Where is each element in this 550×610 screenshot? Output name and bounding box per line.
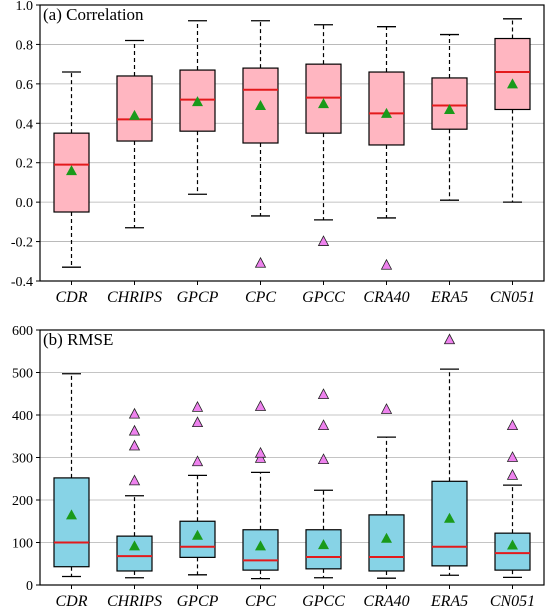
outlier-marker	[254, 400, 267, 411]
x-category-label: CRA40	[363, 289, 409, 306]
y-tick-label: 100	[12, 537, 33, 552]
iqr-box	[431, 77, 468, 130]
y-tick-label: 0.6	[16, 78, 34, 93]
box-era5	[431, 33, 468, 201]
mean-marker	[507, 78, 518, 89]
x-category-label: CPC	[245, 289, 276, 306]
y-tick-label: 300	[12, 452, 33, 467]
box-gpcp	[179, 400, 216, 576]
mean-marker	[318, 98, 329, 109]
mean-marker	[192, 96, 203, 107]
iqr-box	[116, 75, 153, 142]
outlier-marker	[128, 439, 141, 451]
iqr-box	[305, 529, 342, 570]
mean-marker	[255, 100, 266, 111]
y-tick-label: 0.2	[16, 157, 34, 172]
mean-marker	[318, 539, 329, 550]
y-tick-label: 1.0	[16, 0, 34, 14]
y-tick-label: 0.8	[16, 38, 34, 53]
mean-marker	[444, 512, 455, 523]
x-category-label: GPCC	[302, 593, 345, 610]
y-tick-label: 400	[12, 409, 33, 424]
mean-marker	[66, 165, 77, 176]
outlier-marker	[317, 419, 330, 431]
y-tick-label: 0.0	[16, 196, 34, 211]
box-cpc	[242, 20, 279, 268]
panel-title: (b) RMSE	[43, 330, 113, 349]
y-tick-label: 0	[26, 579, 33, 594]
y-tick-label: -0.4	[11, 275, 33, 290]
iqr-box	[494, 37, 531, 111]
iqr-box	[368, 514, 405, 572]
y-tick-label: 600	[12, 324, 33, 339]
box-cn051	[494, 419, 531, 578]
y-tick-label: 0.4	[16, 117, 34, 132]
axes-frame	[39, 4, 545, 282]
outlier-marker	[506, 419, 519, 431]
outlier-marker	[443, 333, 456, 345]
mean-marker	[255, 540, 266, 551]
y-tick-label: -0.2	[11, 236, 33, 251]
box-cdr	[53, 373, 90, 578]
x-category-label: GPCP	[177, 289, 219, 306]
mean-marker	[444, 103, 455, 114]
mean-marker	[507, 539, 518, 550]
x-category-label: ERA5	[430, 593, 468, 610]
outlier-marker	[128, 474, 141, 486]
outlier-marker	[506, 468, 519, 480]
outlier-marker	[380, 403, 393, 414]
outlier-marker	[317, 453, 330, 465]
box-cra40	[368, 26, 405, 270]
box-chrips	[116, 407, 153, 579]
outlier-marker	[317, 235, 330, 246]
iqr-box	[494, 532, 531, 571]
outlier-marker	[380, 258, 393, 270]
rmse-panel: 0 100 200 300 400 500 600 CDR CHRIPS GPCP CPC GPCC C…	[12, 324, 545, 610]
panel-title: (a) Correlation	[43, 5, 144, 24]
outlier-marker	[128, 407, 141, 419]
iqr-box	[116, 535, 153, 572]
outlier-marker	[317, 388, 330, 400]
box-cra40	[368, 403, 405, 579]
y-tick-label: 500	[12, 367, 33, 382]
iqr-box	[431, 480, 468, 567]
outlier-marker	[191, 400, 204, 412]
x-category-label: CPC	[245, 593, 276, 610]
box-cn051	[494, 18, 531, 203]
mean-marker	[129, 109, 140, 120]
outlier-marker	[191, 416, 204, 428]
box-gpcp	[179, 20, 216, 195]
mean-marker	[129, 540, 140, 551]
mean-marker	[381, 107, 392, 118]
x-category-label: CRA40	[363, 593, 409, 610]
mean-marker	[381, 532, 392, 543]
x-category-label: CDR	[56, 289, 88, 306]
y-tick-label: 200	[12, 494, 33, 509]
mean-marker	[192, 529, 203, 540]
box-era5	[431, 333, 468, 576]
mean-marker	[66, 509, 77, 520]
x-category-label: CN051	[490, 289, 535, 306]
box-cpc	[242, 400, 279, 580]
x-category-label: GPCP	[177, 593, 219, 610]
box-gpcc	[305, 388, 342, 579]
correlation-panel: -0.4 -0.2 0.0 0.2 0.4 0.6 0.8 1.0 CDR CHRIPS GPCP C…	[11, 0, 545, 306]
iqr-box	[368, 71, 405, 146]
iqr-box	[53, 477, 90, 568]
box-gpcc	[305, 24, 342, 246]
outlier-marker	[254, 446, 267, 458]
outlier-marker	[191, 455, 204, 467]
outlier-marker	[128, 424, 141, 436]
outlier-marker	[506, 451, 519, 462]
x-category-label: CDR	[56, 593, 88, 610]
box-chrips	[116, 39, 153, 229]
box-cdr	[53, 71, 90, 268]
x-category-label: CHRIPS	[107, 593, 162, 610]
x-category-label: CN051	[490, 593, 535, 610]
x-category-label: GPCC	[302, 289, 345, 306]
outlier-marker	[254, 256, 267, 268]
x-category-label: CHRIPS	[107, 289, 162, 306]
x-category-label: ERA5	[430, 289, 468, 306]
